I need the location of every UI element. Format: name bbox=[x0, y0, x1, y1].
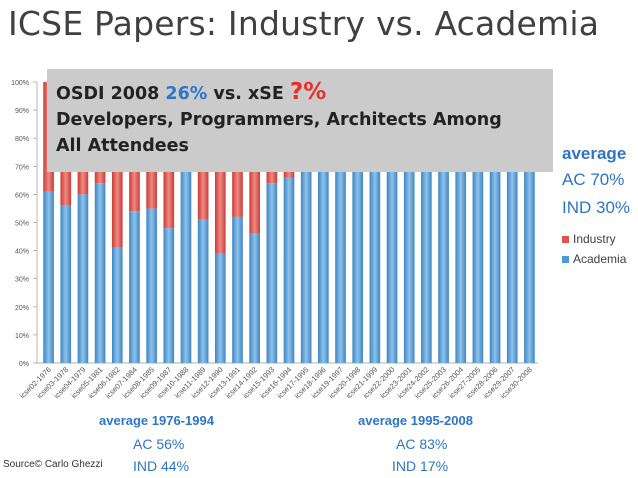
legend-academia: Academia bbox=[562, 252, 626, 266]
period1-label: average 1976-1994 bbox=[99, 413, 214, 428]
bar-academia bbox=[232, 216, 243, 363]
bar-academia bbox=[472, 126, 484, 364]
legend-average-ac: AC 70% bbox=[562, 170, 625, 189]
bar-academia bbox=[249, 233, 260, 363]
page-title: ICSE Papers: Industry vs. Academia bbox=[8, 4, 600, 43]
legend-average-ind: IND 30% bbox=[562, 198, 631, 217]
y-tick-label: 20% bbox=[15, 305, 29, 312]
callout-line-1: OSDI 2008 26% vs. xSE ?% bbox=[56, 79, 553, 107]
bar-academia bbox=[421, 132, 432, 363]
callout-osdi: OSDI 2008 bbox=[56, 84, 160, 104]
callout-line-3: All Attendees bbox=[56, 136, 189, 156]
bar-academia bbox=[318, 143, 329, 363]
bar-academia bbox=[386, 124, 398, 364]
bar-academia bbox=[335, 138, 346, 363]
bar-academia bbox=[180, 166, 192, 363]
y-tick-label: 70% bbox=[15, 164, 29, 171]
period2-ac: AC 83% bbox=[396, 436, 448, 452]
y-tick-label: 30% bbox=[15, 277, 29, 284]
bar-academia bbox=[283, 177, 295, 363]
callout-box: OSDI 2008 26% vs. xSE ?% Developers, Pro… bbox=[47, 69, 553, 172]
bar-academia bbox=[163, 228, 175, 363]
bar-academia bbox=[43, 191, 54, 363]
period1-ind: IND 44% bbox=[133, 458, 190, 474]
bar-academia bbox=[111, 247, 123, 363]
legend-industry-label: Industry bbox=[573, 232, 616, 246]
bar-academia bbox=[455, 121, 467, 363]
legend-academia-label: Academia bbox=[573, 252, 627, 266]
bar-academia bbox=[300, 152, 312, 363]
bar-academia bbox=[77, 194, 89, 363]
bar-academia bbox=[214, 253, 226, 363]
bar-academia bbox=[197, 219, 209, 363]
legend-industry-swatch bbox=[562, 236, 569, 243]
bar-academia bbox=[524, 115, 535, 363]
legend-industry: Industry bbox=[562, 232, 616, 246]
y-tick-label: 100% bbox=[11, 80, 29, 87]
bar-academia bbox=[403, 129, 415, 363]
legend-average-label: average bbox=[562, 144, 627, 163]
y-tick-label: 50% bbox=[15, 221, 29, 228]
bar-academia bbox=[146, 208, 157, 363]
bar-academia bbox=[438, 124, 449, 364]
legend-academia-swatch bbox=[562, 256, 569, 263]
y-tick-label: 80% bbox=[15, 136, 29, 143]
bar-academia bbox=[60, 205, 72, 363]
bar-academia bbox=[266, 183, 278, 363]
y-tick-label: 60% bbox=[15, 192, 29, 199]
bar-academia bbox=[506, 121, 518, 363]
callout-osdi-pct: 26% bbox=[165, 84, 208, 104]
bar-academia bbox=[369, 126, 381, 364]
y-tick-label: 10% bbox=[15, 333, 29, 340]
source-credit: Source© Carlo Ghezzi bbox=[3, 459, 103, 470]
x-axis-labels: icse02-1976icse03-1978icse04-1979icse05-… bbox=[18, 365, 534, 400]
y-tick-label: 0% bbox=[19, 361, 29, 368]
callout-line-2: Developers, Programmers, Architects Amon… bbox=[56, 110, 502, 130]
callout-vs: vs. xSE bbox=[213, 84, 284, 104]
bar-academia bbox=[489, 118, 501, 363]
y-tick-label: 40% bbox=[15, 249, 29, 256]
y-tick-label: 90% bbox=[15, 108, 29, 115]
bar-academia bbox=[352, 132, 364, 363]
callout-unknown-pct: ?% bbox=[289, 79, 327, 105]
period2-ind: IND 17% bbox=[392, 458, 449, 474]
bar-academia bbox=[129, 211, 140, 363]
period2-label: average 1995-2008 bbox=[358, 413, 473, 428]
bar-academia bbox=[94, 183, 106, 363]
period1-ac: AC 56% bbox=[133, 436, 185, 452]
